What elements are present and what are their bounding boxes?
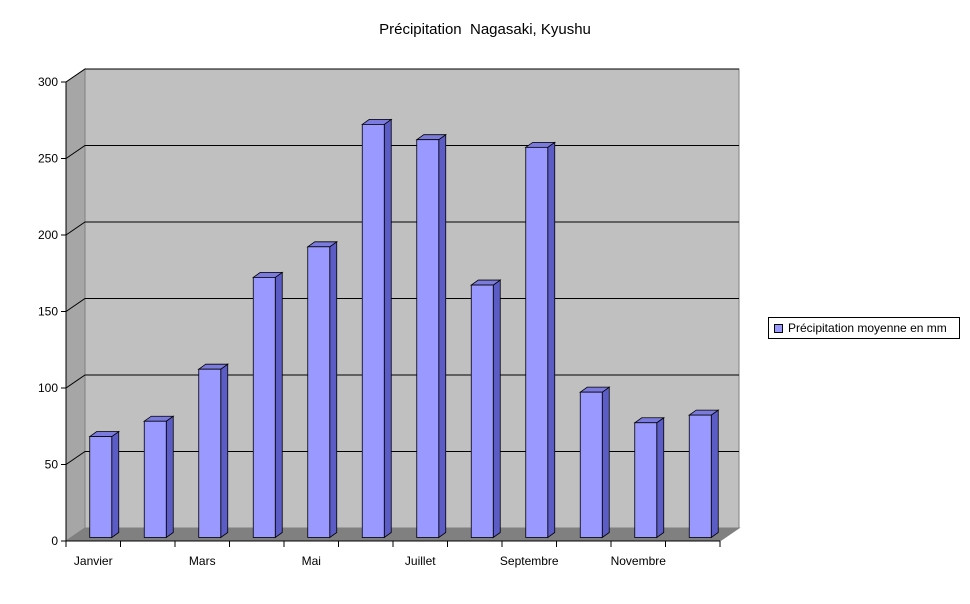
bar-front bbox=[361, 124, 385, 538]
bar-side bbox=[329, 241, 338, 539]
bar-mai bbox=[306, 241, 338, 539]
legend: Précipitation moyenne en mm bbox=[768, 317, 960, 339]
bar-front bbox=[143, 420, 167, 538]
y-tick-label: 150 bbox=[38, 305, 58, 319]
y-tick-label: 0 bbox=[51, 534, 58, 548]
bar-avril bbox=[252, 271, 284, 539]
gridline bbox=[65, 451, 739, 465]
gridline bbox=[65, 298, 739, 312]
y-axis: 0 50 100 150 200 250 300 bbox=[38, 75, 67, 548]
bar-juin bbox=[361, 118, 393, 539]
y-tick-label: 250 bbox=[38, 152, 58, 166]
gridline bbox=[65, 221, 739, 236]
x-tick-label: Juillet bbox=[405, 554, 436, 568]
x-tick-label: Septembre bbox=[500, 554, 559, 568]
bar-front bbox=[579, 391, 603, 538]
bar-front bbox=[252, 276, 276, 538]
x-tick-label: Mai bbox=[302, 554, 321, 568]
grid-lines bbox=[65, 68, 739, 465]
gridline bbox=[65, 68, 739, 83]
bar-décembre bbox=[688, 409, 720, 539]
bar-front bbox=[89, 436, 113, 538]
bar-side bbox=[601, 386, 610, 539]
bar-side bbox=[274, 271, 283, 539]
bars bbox=[88, 118, 720, 539]
bar-side bbox=[438, 133, 447, 539]
bar-side bbox=[492, 279, 501, 539]
x-tick-label: Mars bbox=[189, 554, 216, 568]
bar-front bbox=[198, 368, 222, 538]
bar-août bbox=[470, 279, 502, 539]
bar-front bbox=[470, 284, 494, 538]
legend-swatch bbox=[774, 323, 783, 333]
y-tick-label: 300 bbox=[38, 75, 58, 89]
gridline bbox=[65, 374, 739, 389]
bar-side bbox=[710, 409, 719, 539]
y-tick-label: 200 bbox=[38, 228, 58, 242]
y-tick-label: 100 bbox=[38, 381, 58, 395]
bar-mars bbox=[197, 363, 229, 539]
gridline bbox=[65, 145, 739, 159]
bar-février bbox=[143, 415, 175, 539]
bar-novembre bbox=[633, 416, 665, 539]
bar-janvier bbox=[88, 430, 120, 539]
x-axis: Janvier Mars Mai Juillet Septembre Novembre bbox=[65, 540, 721, 568]
bar-side bbox=[656, 416, 665, 539]
y-tick-label: 50 bbox=[45, 458, 59, 472]
bar-front bbox=[634, 422, 658, 538]
bar-septembre bbox=[524, 141, 556, 539]
x-tick-label: Novembre bbox=[611, 554, 667, 568]
bar-front bbox=[688, 414, 712, 538]
bar-octobre bbox=[579, 386, 611, 539]
bar-side bbox=[111, 430, 120, 539]
legend-label: Précipitation moyenne en mm bbox=[788, 321, 947, 335]
bar-front bbox=[416, 139, 440, 538]
bar-side bbox=[547, 141, 556, 539]
bar-front bbox=[525, 146, 549, 538]
bar-side bbox=[220, 363, 229, 539]
bar-front bbox=[307, 246, 331, 538]
chart-title: Précipitation Nagasaki, Kyushu bbox=[379, 21, 591, 38]
bar-side bbox=[165, 415, 174, 539]
bar-side bbox=[383, 118, 392, 539]
x-tick-label: Janvier bbox=[74, 554, 113, 568]
bar-juillet bbox=[415, 133, 447, 539]
